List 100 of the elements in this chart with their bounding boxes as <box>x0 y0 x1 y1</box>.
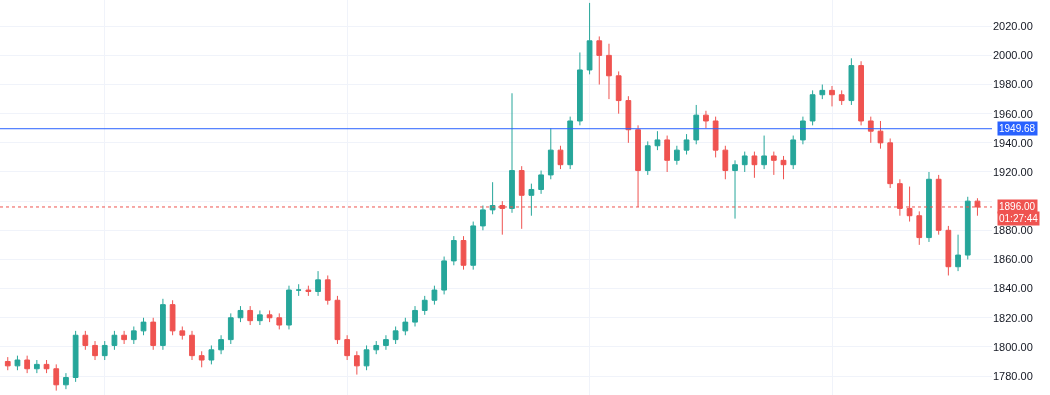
candlestick <box>24 355 31 374</box>
candlestick <box>926 171 932 243</box>
y-tick-label: 1940.00 <box>993 136 1033 149</box>
candlestick <box>858 60 864 126</box>
text: 01:27:44 <box>999 213 1039 224</box>
candlestick <box>363 344 370 371</box>
candlestick <box>489 181 496 215</box>
candlestick <box>809 89 816 126</box>
candlestick <box>460 235 467 271</box>
candlestick <box>315 270 321 297</box>
candlestick <box>528 183 535 217</box>
candlestick <box>945 225 952 276</box>
candlestick <box>227 312 234 345</box>
candlestick <box>916 210 923 246</box>
candlestick <box>703 110 709 129</box>
candlestick <box>130 325 137 345</box>
candlestick <box>334 295 341 345</box>
candlestick <box>218 334 224 355</box>
candlestick <box>295 283 302 297</box>
candlestick <box>72 330 79 383</box>
candlestick <box>353 350 360 376</box>
candlestick <box>92 340 98 361</box>
candlestick <box>596 35 603 86</box>
candlestick <box>431 285 438 306</box>
candlestick <box>14 355 21 371</box>
candlestick <box>121 330 127 345</box>
candlestick <box>577 51 583 126</box>
candlestick <box>4 356 11 371</box>
candlestick <box>412 305 418 327</box>
candlestick <box>838 89 845 106</box>
y-tick-label: 1820.00 <box>993 311 1033 324</box>
candlestick <box>470 221 477 271</box>
candlestick <box>557 145 564 170</box>
y-tick-label: 1860.00 <box>993 253 1033 266</box>
candlestick <box>654 130 661 151</box>
candlestick <box>567 116 574 170</box>
candlestick <box>324 274 331 306</box>
candlestick <box>33 359 40 374</box>
candlestick <box>770 151 777 176</box>
candlestick <box>266 309 273 323</box>
candlestick <box>761 135 767 170</box>
candlestick <box>829 85 835 107</box>
candlestick <box>247 305 254 326</box>
candlestick <box>644 140 651 176</box>
y-tick-label: 1880.00 <box>993 224 1033 237</box>
candlestick <box>373 340 380 355</box>
candlestick <box>392 325 399 345</box>
candlestick <box>169 299 176 336</box>
candlestick <box>673 145 680 166</box>
candlestick <box>664 135 671 173</box>
candlestick <box>712 116 719 158</box>
y-tick-label: 1780.00 <box>993 369 1033 382</box>
candlestick <box>887 137 894 189</box>
candlestick <box>450 235 457 266</box>
candlestick <box>179 325 186 341</box>
candlestick <box>955 234 961 272</box>
y-tick-label: 2000.00 <box>993 49 1033 62</box>
candlestick <box>751 151 758 179</box>
candlestick <box>877 120 884 150</box>
candlestick <box>693 104 700 145</box>
candlestick <box>82 330 89 351</box>
candlestick <box>867 116 874 144</box>
y-tick-label: 1840.00 <box>993 282 1033 295</box>
candlestick <box>53 363 60 392</box>
candlestick <box>547 127 554 180</box>
ref-line-label: 1949.68 <box>999 123 1036 134</box>
candlestick <box>606 43 612 100</box>
candlestick <box>305 285 312 297</box>
candlestick <box>509 92 515 214</box>
candlestick <box>615 70 622 115</box>
candlestick <box>683 133 690 155</box>
y-tick-label: 1980.00 <box>993 78 1033 91</box>
candlestick <box>208 344 215 365</box>
candlestick <box>237 305 244 323</box>
candlestick <box>344 334 351 361</box>
candlestick <box>402 317 409 336</box>
candlestick <box>848 57 855 106</box>
candlestick <box>286 285 292 330</box>
candlestick <box>800 116 806 145</box>
candlestick <box>421 295 428 316</box>
candlestick <box>111 330 118 351</box>
candlestick <box>441 256 447 295</box>
candlestick <box>538 170 544 195</box>
candlestick <box>383 334 389 351</box>
candlestick <box>43 359 50 374</box>
candlestick <box>257 309 263 326</box>
y-tick-label: 1800.00 <box>993 340 1033 353</box>
candlestick <box>790 135 797 170</box>
candlestick <box>741 151 748 173</box>
candlestick <box>101 340 108 361</box>
y-tick-label: 1920.00 <box>993 165 1033 178</box>
candlestick <box>780 155 787 180</box>
candlestick <box>189 330 195 361</box>
y-tick-label: 2020.00 <box>993 20 1033 33</box>
candlestick <box>586 2 593 75</box>
candlestick <box>150 317 157 351</box>
candlestick <box>63 372 69 390</box>
candlestick <box>732 159 738 220</box>
candlestick <box>964 196 971 260</box>
candlestick <box>480 205 486 231</box>
